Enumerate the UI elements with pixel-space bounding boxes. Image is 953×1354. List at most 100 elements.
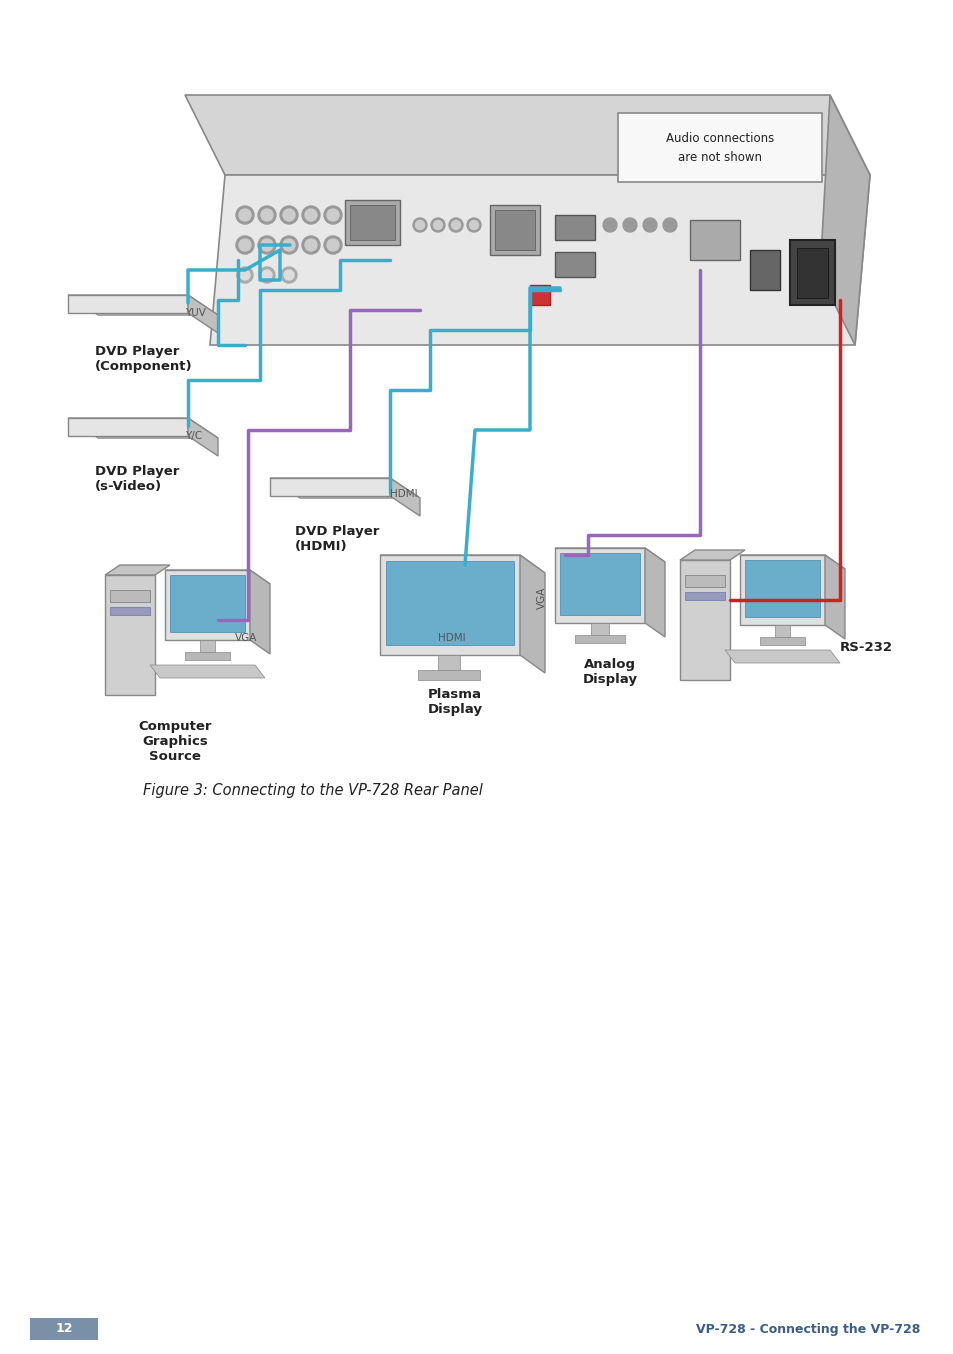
Bar (200, 640, 214, 653)
Text: VP-728 - Connecting the VP-728: VP-728 - Connecting the VP-728 (695, 1323, 919, 1335)
Text: Plasma
Display: Plasma Display (427, 688, 482, 716)
Circle shape (235, 206, 253, 223)
Circle shape (305, 240, 316, 250)
Polygon shape (555, 548, 644, 623)
Circle shape (433, 221, 442, 229)
Circle shape (662, 218, 677, 232)
Polygon shape (188, 418, 218, 456)
Bar (555, 215, 595, 240)
Circle shape (257, 206, 275, 223)
Polygon shape (744, 561, 820, 617)
Polygon shape (250, 570, 270, 654)
Circle shape (239, 240, 251, 250)
Bar (110, 590, 150, 603)
Text: Computer
Graphics
Source: Computer Graphics Source (138, 720, 212, 764)
Polygon shape (390, 478, 419, 516)
Bar (110, 607, 150, 615)
Polygon shape (379, 555, 519, 655)
Bar (495, 210, 535, 250)
Bar (796, 248, 827, 298)
Polygon shape (679, 550, 744, 561)
Circle shape (305, 209, 316, 221)
Text: YUV: YUV (185, 307, 206, 318)
Circle shape (302, 206, 319, 223)
Text: 12: 12 (55, 1323, 72, 1335)
Circle shape (467, 218, 480, 232)
Polygon shape (379, 555, 544, 573)
Polygon shape (270, 478, 390, 496)
Bar (689, 219, 740, 260)
Polygon shape (165, 570, 270, 584)
Circle shape (280, 206, 297, 223)
Polygon shape (555, 548, 664, 562)
Polygon shape (740, 555, 844, 569)
Bar (437, 655, 459, 670)
Polygon shape (820, 95, 869, 345)
Bar (749, 250, 780, 290)
Text: VGA: VGA (537, 586, 546, 609)
Bar (774, 626, 789, 636)
Bar (105, 575, 154, 695)
Bar (490, 204, 539, 255)
Bar (345, 200, 399, 245)
Circle shape (413, 218, 427, 232)
Text: Figure 3: Connecting to the VP-728 Rear Panel: Figure 3: Connecting to the VP-728 Rear … (143, 783, 482, 798)
Polygon shape (210, 175, 869, 345)
Bar (789, 240, 834, 305)
Bar (530, 284, 550, 305)
Bar (350, 204, 395, 240)
Circle shape (327, 240, 338, 250)
Circle shape (236, 267, 253, 283)
Circle shape (622, 218, 637, 232)
Bar (575, 635, 624, 643)
Bar (760, 636, 804, 645)
Bar (185, 653, 230, 659)
Bar (555, 252, 595, 278)
Polygon shape (519, 555, 544, 673)
Circle shape (239, 209, 251, 221)
Circle shape (416, 221, 424, 229)
Text: DVD Player
(s-Video): DVD Player (s-Video) (95, 464, 179, 493)
Text: DVD Player
(Component): DVD Player (Component) (95, 345, 193, 372)
Circle shape (280, 236, 297, 255)
Text: Audio connections
are not shown: Audio connections are not shown (665, 131, 773, 164)
Circle shape (302, 236, 319, 255)
Bar (417, 670, 479, 680)
Circle shape (235, 236, 253, 255)
Bar (30, 1317, 98, 1340)
Text: DVD Player
(HDMI): DVD Player (HDMI) (294, 525, 379, 552)
Bar (590, 623, 608, 635)
Polygon shape (824, 555, 844, 639)
Polygon shape (270, 478, 419, 498)
Circle shape (449, 218, 462, 232)
Circle shape (324, 236, 341, 255)
Circle shape (327, 209, 338, 221)
Text: HDMI: HDMI (390, 489, 417, 500)
Polygon shape (68, 418, 188, 436)
Circle shape (451, 221, 460, 229)
Polygon shape (740, 555, 824, 626)
Polygon shape (170, 575, 245, 632)
Circle shape (261, 209, 273, 221)
Polygon shape (188, 295, 218, 333)
Polygon shape (68, 295, 188, 313)
Circle shape (284, 269, 294, 280)
Polygon shape (68, 295, 218, 315)
Circle shape (469, 221, 478, 229)
Polygon shape (386, 561, 514, 645)
Bar (684, 592, 724, 600)
Polygon shape (185, 95, 869, 175)
Circle shape (257, 236, 275, 255)
FancyBboxPatch shape (618, 112, 821, 181)
Circle shape (262, 269, 272, 280)
Polygon shape (105, 565, 170, 575)
Polygon shape (150, 665, 265, 678)
Polygon shape (724, 650, 840, 663)
Text: VGA: VGA (234, 634, 257, 643)
Text: HDMI: HDMI (437, 634, 465, 643)
Polygon shape (68, 418, 218, 437)
Text: Analog
Display: Analog Display (582, 658, 637, 686)
Polygon shape (165, 570, 250, 640)
Text: Y/C: Y/C (185, 431, 202, 441)
Polygon shape (559, 552, 639, 615)
